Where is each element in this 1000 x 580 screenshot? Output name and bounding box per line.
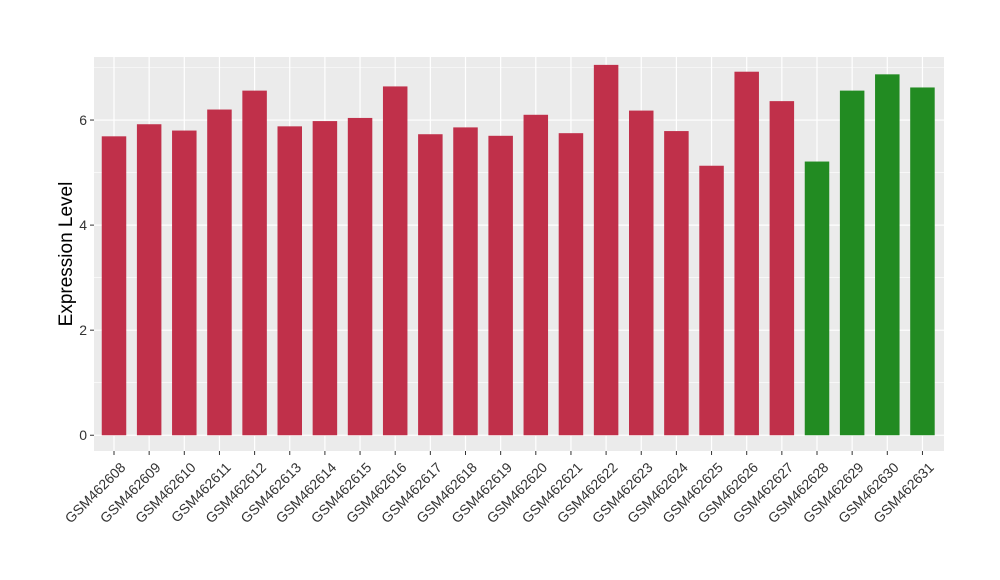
bar-gsm462618 [453, 127, 478, 436]
bar-gsm462610 [172, 130, 197, 436]
bar-gsm462617 [418, 134, 443, 436]
y-tick-label: 4 [79, 217, 87, 233]
bar-gsm462609 [136, 124, 162, 436]
bar-gsm462612 [242, 90, 267, 436]
bar-gsm462613 [277, 126, 302, 436]
bar-gsm462620 [523, 114, 549, 436]
x-axis-ticks: GSM462608GSM462609GSM462610GSM462611GSM4… [62, 451, 937, 526]
bar-gsm462621 [558, 133, 584, 436]
bar-gsm462625 [699, 165, 724, 436]
y-tick-label: 2 [79, 322, 87, 338]
bar-gsm462627 [769, 101, 795, 436]
bar-gsm462628 [804, 161, 830, 436]
bar-gsm462631 [910, 87, 935, 436]
y-axis-ticks: 0 2 4 6 [79, 112, 94, 443]
bar-gsm462615 [347, 117, 373, 436]
bar-gsm462626 [734, 71, 759, 436]
y-tick-label: 0 [79, 427, 87, 443]
y-tick-label: 6 [79, 112, 87, 128]
bar-gsm462624 [664, 131, 689, 436]
bars [101, 64, 935, 436]
plot-panel [94, 57, 944, 451]
bar-gsm462630 [875, 74, 900, 436]
bar-gsm462619 [488, 135, 513, 436]
y-axis-title: Expression Level [56, 182, 77, 327]
bar-gsm462611 [207, 109, 232, 436]
bar-gsm462608 [101, 136, 127, 436]
bar-gsm462629 [839, 90, 865, 436]
bar-gsm462623 [629, 110, 654, 436]
bar-gsm462614 [312, 121, 338, 436]
bar-gsm462616 [382, 86, 408, 436]
bar-gsm462622 [593, 64, 619, 436]
